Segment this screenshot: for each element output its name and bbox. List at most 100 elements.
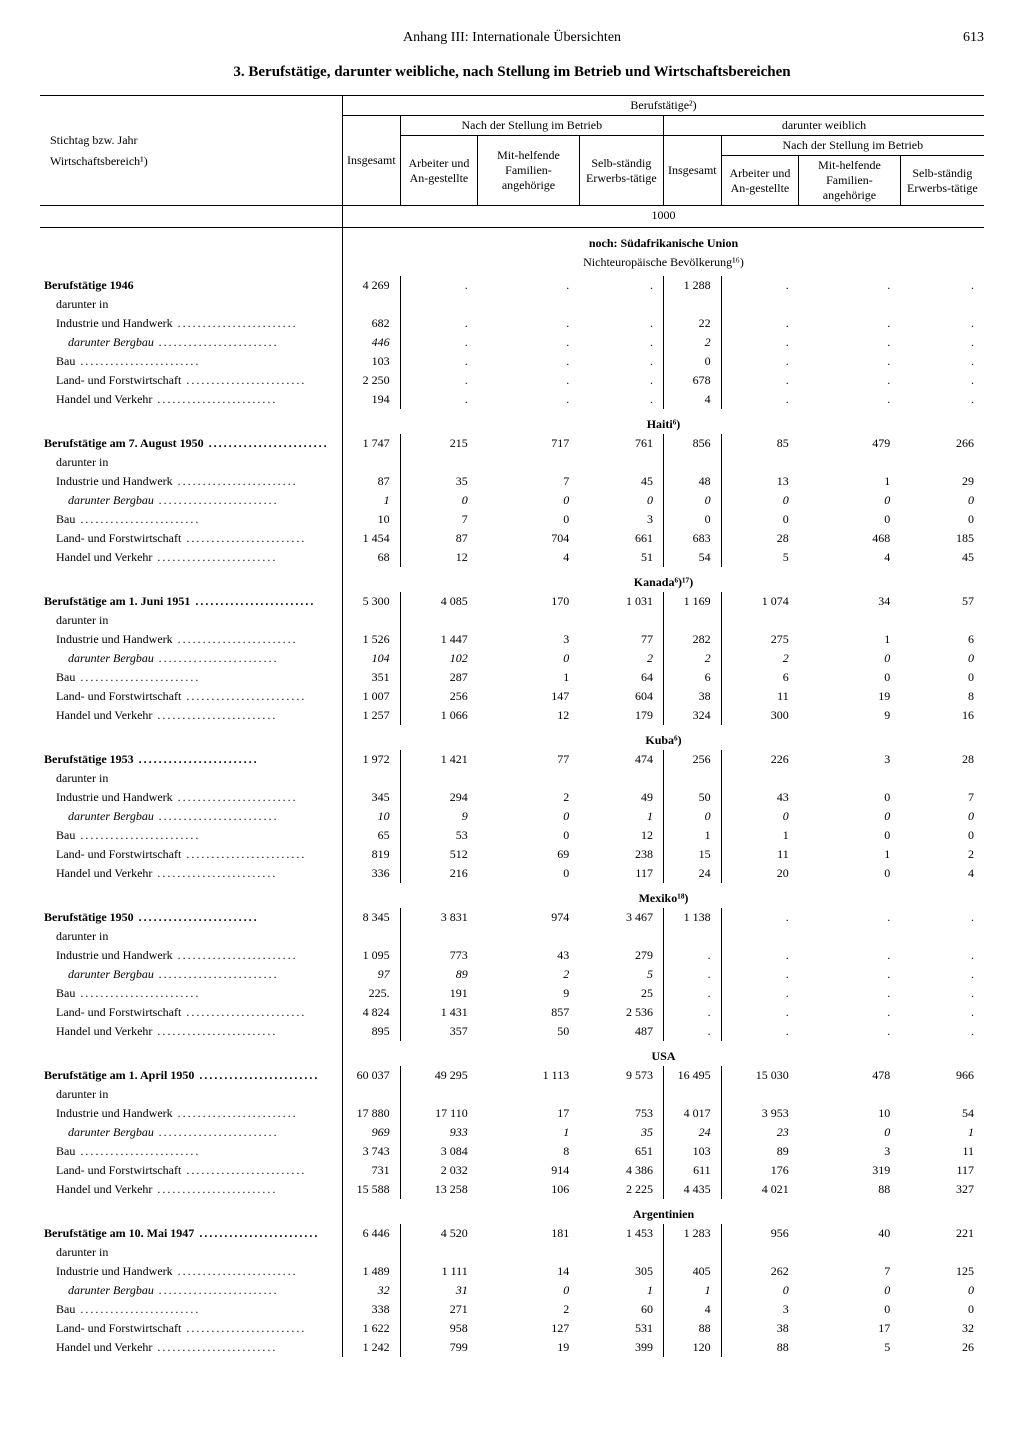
cell: 271 [400,1300,478,1319]
cell: 10 [799,1104,900,1123]
cell: 0 [478,1281,579,1300]
cell: 753 [579,1104,663,1123]
cell: 2 032 [400,1161,478,1180]
cell: 1 [721,826,799,845]
row-label: darunter Bergbau [68,809,279,823]
row-label: Industrie und Handwerk [56,632,298,646]
cell: 97 [343,965,401,984]
section-subheading: Nichteuropäische Bevölkerung¹⁶) [343,253,985,276]
cell: . [663,1022,721,1041]
cell: 3 084 [400,1142,478,1161]
section-heading: Haiti⁶) [343,409,985,434]
section-heading: Mexiko¹⁸) [343,883,985,908]
cell: 0 [579,491,663,510]
cell: 191 [400,984,478,1003]
cell: 15 030 [721,1066,799,1085]
col-weibl: darunter weiblich [663,116,984,136]
section-heading: Kanada⁶)¹⁷) [343,567,985,592]
cell: 87 [400,529,478,548]
cell: 2 225 [579,1180,663,1199]
cell: 0 [799,826,900,845]
cell: 127 [478,1319,579,1338]
cell: . [900,314,984,333]
cell: 275 [721,630,799,649]
row-label: Handel und Verkehr [56,1024,277,1038]
running-header: Anhang III: Internationale Übersichten 6… [40,30,984,46]
cell: 194 [343,390,401,409]
row-label: Bau [56,1302,200,1316]
row-label: darunter in [56,1245,108,1259]
cell: 11 [721,845,799,864]
cell: 17 880 [343,1104,401,1123]
cell: 338 [343,1300,401,1319]
cell [343,1243,401,1262]
cell: 956 [721,1224,799,1243]
cell: . [721,908,799,927]
row-label: Industrie und Handwerk [56,790,298,804]
table-row: Industrie und Handwerk1 4891 11114305405… [40,1262,984,1281]
cell: 2 [663,333,721,352]
cell: . [400,276,478,295]
cell: 0 [721,807,799,826]
cell [478,769,579,788]
cell: . [721,965,799,984]
cell: 0 [900,826,984,845]
cell: 3 [478,630,579,649]
cell: . [900,1022,984,1041]
cell: 40 [799,1224,900,1243]
cell: 1 074 [721,592,799,611]
row-label: Land- und Forstwirtschaft [56,1163,306,1177]
cell [799,1085,900,1104]
cell [400,927,478,946]
row-label: Land- und Forstwirtschaft [56,1005,306,1019]
table-row: Land- und Forstwirtschaft4 8241 4318572 … [40,1003,984,1022]
row-label: darunter Bergbau [68,651,279,665]
table-row: Berufstätige am 7. August 19501 74721571… [40,434,984,453]
table-row: darunter Bergbau969933135242301 [40,1123,984,1142]
cell: 3 [721,1300,799,1319]
cell: 51 [579,548,663,567]
cell: . [721,390,799,409]
cell: 731 [343,1161,401,1180]
cell: . [799,908,900,927]
cell: . [400,371,478,390]
cell: 35 [400,472,478,491]
cell [900,769,984,788]
cell: 7 [900,788,984,807]
cell: 4 017 [663,1104,721,1123]
cell: 479 [799,434,900,453]
cell: 23 [721,1123,799,1142]
cell: . [799,276,900,295]
cell: . [478,390,579,409]
row-label: darunter in [56,1087,108,1101]
cell: 604 [579,687,663,706]
cell: . [799,333,900,352]
cell: 0 [900,510,984,529]
cell [478,1243,579,1262]
cell: 1 526 [343,630,401,649]
row-label: Land- und Forstwirtschaft [56,373,306,387]
cell: 1 972 [343,750,401,769]
col-nach1: Nach der Stellung im Betrieb [400,116,663,136]
cell: . [579,352,663,371]
cell: 5 [579,965,663,984]
table-row: darunter in [40,295,984,314]
cell [579,453,663,472]
cell: 3 [799,750,900,769]
row-label: darunter in [56,929,108,943]
row-label: Bau [56,1144,200,1158]
cell: 857 [478,1003,579,1022]
cell: . [799,371,900,390]
cell: 468 [799,529,900,548]
cell: 345 [343,788,401,807]
table-row: Industrie und Handwerk682...22... [40,314,984,333]
row-label: Industrie und Handwerk [56,474,298,488]
cell: 45 [900,548,984,567]
col-insg1: Insgesamt [343,116,401,206]
cell: 1 066 [400,706,478,725]
row-label: darunter in [56,297,108,311]
table-row: darunter Bergbau104102022200 [40,649,984,668]
cell: 1 [478,668,579,687]
cell: 32 [343,1281,401,1300]
cell: . [721,276,799,295]
